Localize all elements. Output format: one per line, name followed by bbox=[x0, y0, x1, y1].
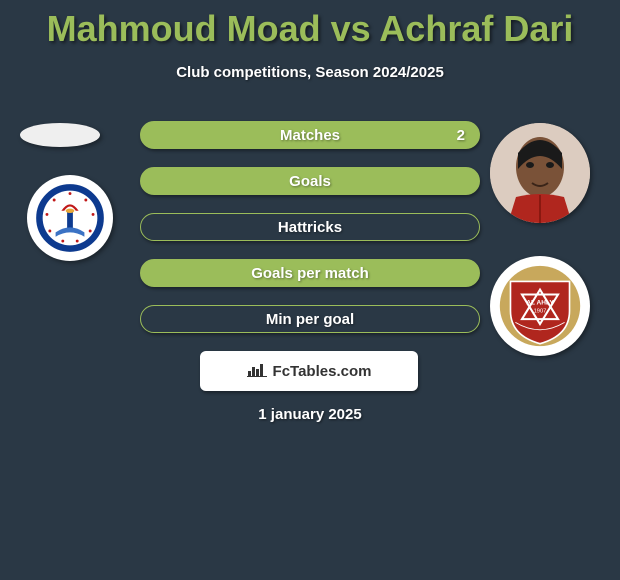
left-player-avatar bbox=[20, 123, 100, 147]
smouha-crest-icon bbox=[34, 182, 106, 254]
stat-label: Min per goal bbox=[266, 311, 354, 328]
stat-row-min-per-goal: Min per goal bbox=[140, 305, 480, 333]
right-player-avatar bbox=[490, 123, 590, 223]
page-subtitle: Club competitions, Season 2024/2025 bbox=[0, 64, 620, 81]
stat-row-goals-per-match: Goals per match bbox=[140, 259, 480, 287]
stat-label: Hattricks bbox=[278, 219, 342, 236]
chart-icon bbox=[247, 361, 267, 382]
left-club-crest bbox=[27, 175, 113, 261]
watermark: FcTables.com bbox=[200, 351, 418, 391]
stats-list: Matches 2 Goals Hattricks Goals per matc… bbox=[140, 121, 480, 351]
stat-label: Goals bbox=[289, 173, 331, 190]
svg-text:AL AHLY: AL AHLY bbox=[526, 299, 554, 306]
watermark-text: FcTables.com bbox=[273, 363, 372, 380]
al-ahly-crest-icon: AL AHLY 1907 bbox=[499, 265, 581, 347]
stat-row-matches: Matches 2 bbox=[140, 121, 480, 149]
right-club-crest: AL AHLY 1907 bbox=[490, 256, 590, 356]
stat-value-right: 2 bbox=[457, 127, 465, 144]
player-silhouette-icon bbox=[490, 123, 590, 223]
svg-text:1907: 1907 bbox=[534, 309, 547, 315]
stat-label: Matches bbox=[280, 127, 340, 144]
stat-row-goals: Goals bbox=[140, 167, 480, 195]
stat-label: Goals per match bbox=[251, 265, 369, 282]
stat-row-hattricks: Hattricks bbox=[140, 213, 480, 241]
date-label: 1 january 2025 bbox=[0, 406, 620, 423]
page-title: Mahmoud Moad vs Achraf Dari bbox=[0, 0, 620, 50]
